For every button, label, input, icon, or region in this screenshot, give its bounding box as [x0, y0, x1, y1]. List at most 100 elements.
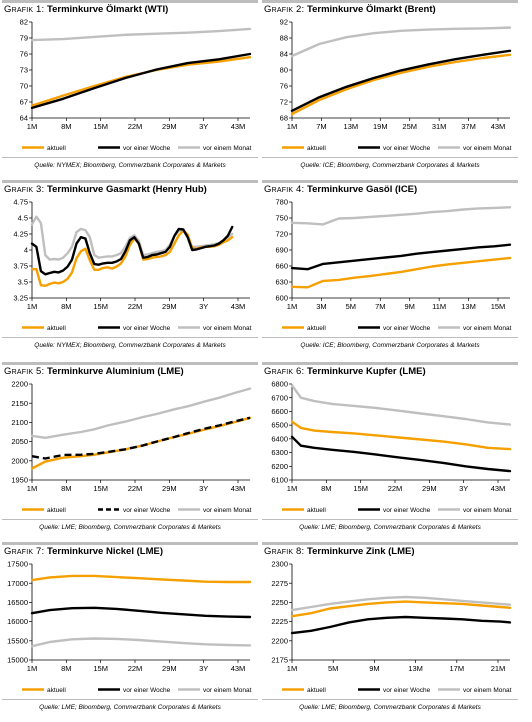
x-tick-label: 3Y	[199, 664, 208, 673]
x-tick-label: 17M	[450, 664, 465, 673]
chart-svg: 15000 15500 16000 16500 17000 17500 1M 8M 15M 22M…	[7, 560, 252, 694]
x-tick-label: 25M	[402, 122, 417, 131]
chart-title: Grafik 7: Terminkurve Nickel (LME)	[4, 546, 163, 557]
series-line-monat	[290, 206, 512, 226]
x-tick-label: 15M	[93, 664, 108, 673]
legend-item-woche: vor einer Woche	[98, 687, 171, 694]
y-tick-label: 4.5	[18, 214, 28, 223]
x-tick-label: 8M	[61, 484, 71, 493]
x-tick-label: 5M	[346, 302, 356, 311]
y-tick-label: 6600	[271, 407, 288, 416]
x-tick-label: 29M	[162, 664, 177, 673]
panel-top-rule	[262, 180, 518, 183]
chart-number: Grafik 2:	[264, 4, 305, 15]
chart-title: Grafik 6: Terminkurve Kupfer (LME)	[264, 366, 426, 377]
chart-number: Grafik 7:	[4, 546, 45, 557]
x-tick-label: 22M	[128, 664, 143, 673]
y-tick-label: 2175	[271, 656, 288, 665]
chart-title: Grafik 8: Terminkurve Zink (LME)	[264, 546, 415, 557]
legend-item-monat: vor einem Monat	[438, 145, 512, 152]
legend-label: vor einer Woche	[123, 507, 171, 514]
series-line-woche	[290, 49, 512, 113]
y-tick-label: 6700	[271, 393, 288, 402]
panel-bottom-rule	[2, 337, 258, 338]
series-line-monat	[290, 26, 512, 58]
panel-top-rule	[262, 362, 518, 365]
legend-item-woche: vor einer Woche	[98, 507, 171, 514]
chart-svg: 600 630 660 690 720 750 780 1M 3M 5M 7M 9M 11M 13M 15M…	[275, 198, 512, 332]
panel-top-rule	[2, 180, 258, 183]
chart-title-text: Terminkurve Ölmarkt (Brent)	[307, 4, 436, 15]
series-line-woche	[30, 225, 234, 276]
source-note: Quelle: LME; Bloomberg, Commerzbank Corp…	[299, 524, 481, 531]
series-line-monat	[290, 595, 512, 612]
y-tick-label: 2150	[11, 399, 28, 408]
legend-label: aktuell	[47, 507, 66, 514]
chart-svg: 3.25 3.5 3.75 4 4.25 4.5 4.75 1M 8M 15M 22M 29M 3Y 43…	[13, 198, 252, 332]
x-tick-label: 15M	[93, 484, 108, 493]
legend-label: vor einem Monat	[203, 145, 252, 152]
y-tick-label: 2200	[271, 636, 288, 645]
x-tick-label: 22M	[128, 122, 143, 131]
y-tick-label: 17500	[7, 560, 28, 569]
legend-item-woche: vor einer Woche	[358, 687, 431, 694]
x-tick-label: 7M	[375, 302, 385, 311]
y-tick-label: 780	[275, 198, 288, 207]
y-tick-label: 15500	[7, 636, 28, 645]
y-tick-label: 6400	[271, 434, 288, 443]
y-tick-label: 2000	[11, 456, 28, 465]
y-tick-label: 70	[20, 82, 28, 91]
chart-title-text: Terminkurve Ölmarkt (WTI)	[47, 4, 169, 15]
y-tick-label: 2225	[271, 617, 288, 626]
x-tick-label: 29M	[422, 484, 437, 493]
y-tick-label: 16000	[7, 617, 28, 626]
chart-title-text: Terminkurve Gasöl (ICE)	[307, 184, 418, 195]
panel-top-rule	[2, 0, 258, 3]
panel-bottom-rule	[262, 699, 518, 700]
chart-title-text: Terminkurve Zink (LME)	[307, 546, 415, 557]
x-tick-label: 1M	[27, 302, 37, 311]
x-tick-label: 3Y	[199, 302, 208, 311]
x-tick-label: 43M	[491, 122, 506, 131]
legend-item-aktuell: aktuell	[22, 507, 66, 514]
legend-label: aktuell	[47, 687, 66, 694]
y-tick-label: 660	[275, 262, 288, 271]
x-tick-label: 19M	[373, 122, 388, 131]
y-tick-label: 82	[20, 18, 28, 27]
chart-title: Grafik 1: Terminkurve Ölmarkt (WTI)	[4, 4, 168, 15]
x-tick-label: 8M	[61, 302, 71, 311]
y-tick-label: 72	[280, 98, 288, 107]
series-line-aktuell	[290, 420, 512, 451]
legend-item-woche: vor einer Woche	[98, 325, 171, 332]
panel-top-rule	[2, 362, 258, 365]
legend-item-aktuell: aktuell	[282, 325, 326, 332]
legend-item-monat: vor einem Monat	[178, 325, 252, 332]
panel-bottom-rule	[262, 519, 518, 520]
y-tick-label: 600	[275, 294, 288, 303]
source-note: Quelle: ICE; Bloomberg, Commerzbank Corp…	[300, 162, 480, 169]
x-tick-label: 13M	[461, 302, 476, 311]
legend-label: vor einem Monat	[463, 145, 512, 152]
y-tick-label: 2100	[11, 418, 28, 427]
x-tick-label: 1M	[287, 664, 297, 673]
source-note: Quelle: LME; Bloomberg, Commerzbank Corp…	[299, 704, 481, 711]
chart-title: Grafik 5: Terminkurve Aluminium (LME)	[4, 366, 184, 377]
series-line-monat	[30, 27, 252, 42]
panel-bottom-rule	[2, 699, 258, 700]
x-tick-label: 15M	[353, 484, 368, 493]
chart-title-text: Terminkurve Gasmarkt (Henry Hub)	[47, 184, 207, 195]
x-tick-label: 8M	[61, 122, 71, 131]
series-line-woche	[30, 606, 252, 619]
y-tick-label: 2275	[271, 579, 288, 588]
y-tick-label: 64	[20, 114, 28, 123]
y-tick-label: 720	[275, 230, 288, 239]
x-tick-label: 3M	[316, 302, 326, 311]
legend-item-monat: vor einem Monat	[438, 687, 512, 694]
series-line-woche	[290, 615, 512, 635]
chart-title-text: Terminkurve Nickel (LME)	[47, 546, 163, 557]
source-note: Quelle: NYMEX; Bloomberg, Commerzbank Co…	[34, 162, 226, 169]
x-tick-label: 13M	[344, 122, 359, 131]
chart-number: Grafik 1:	[4, 4, 45, 15]
series-line-woche	[290, 243, 512, 271]
panel-top-rule	[262, 542, 518, 545]
